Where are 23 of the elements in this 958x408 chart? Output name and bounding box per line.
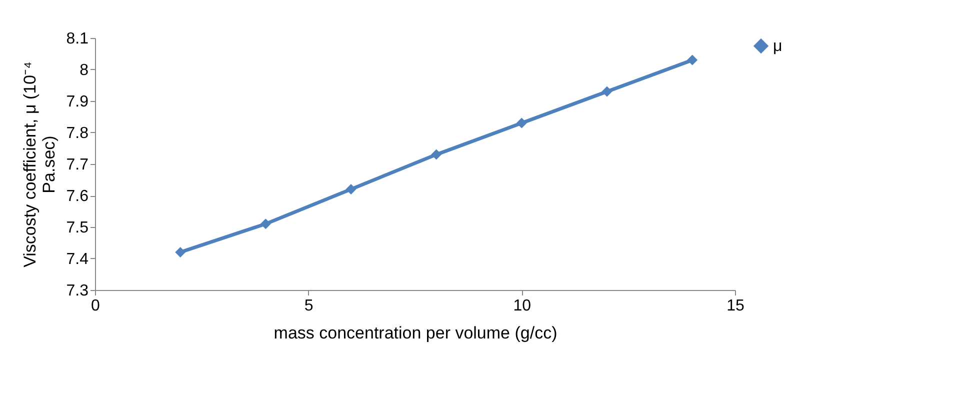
point [602,86,612,97]
y-tick-label: 8 [80,62,89,79]
y-tick-label: 7.4 [66,251,89,268]
point [260,218,271,230]
y-tick-label: 7.7 [66,156,89,174]
point [687,54,698,66]
legend-label: μ [773,38,782,55]
y-tick-label: 7.3 [66,282,89,300]
x-tick-label: 0 [91,298,100,314]
x-tick-label: 15 [726,298,744,314]
x-tick-label: 10 [513,298,532,314]
x-axis-title: mass concentration per volume (g/cc) [274,324,558,342]
y-tick-label: 8.1 [66,30,89,48]
y-tick-label: 7.8 [66,125,89,142]
x-tick-label: 5 [304,298,314,314]
y-tick-label: 7.5 [66,220,89,236]
y-tick-label: 7.9 [66,94,89,110]
point [175,246,186,258]
y-tick-label: 7.6 [66,188,89,205]
point [516,118,527,128]
point [346,184,356,194]
y-axis-title: Viscosty coefficient, μ (10⁻⁴ Pa.sec) [20,62,58,268]
point [431,149,442,160]
